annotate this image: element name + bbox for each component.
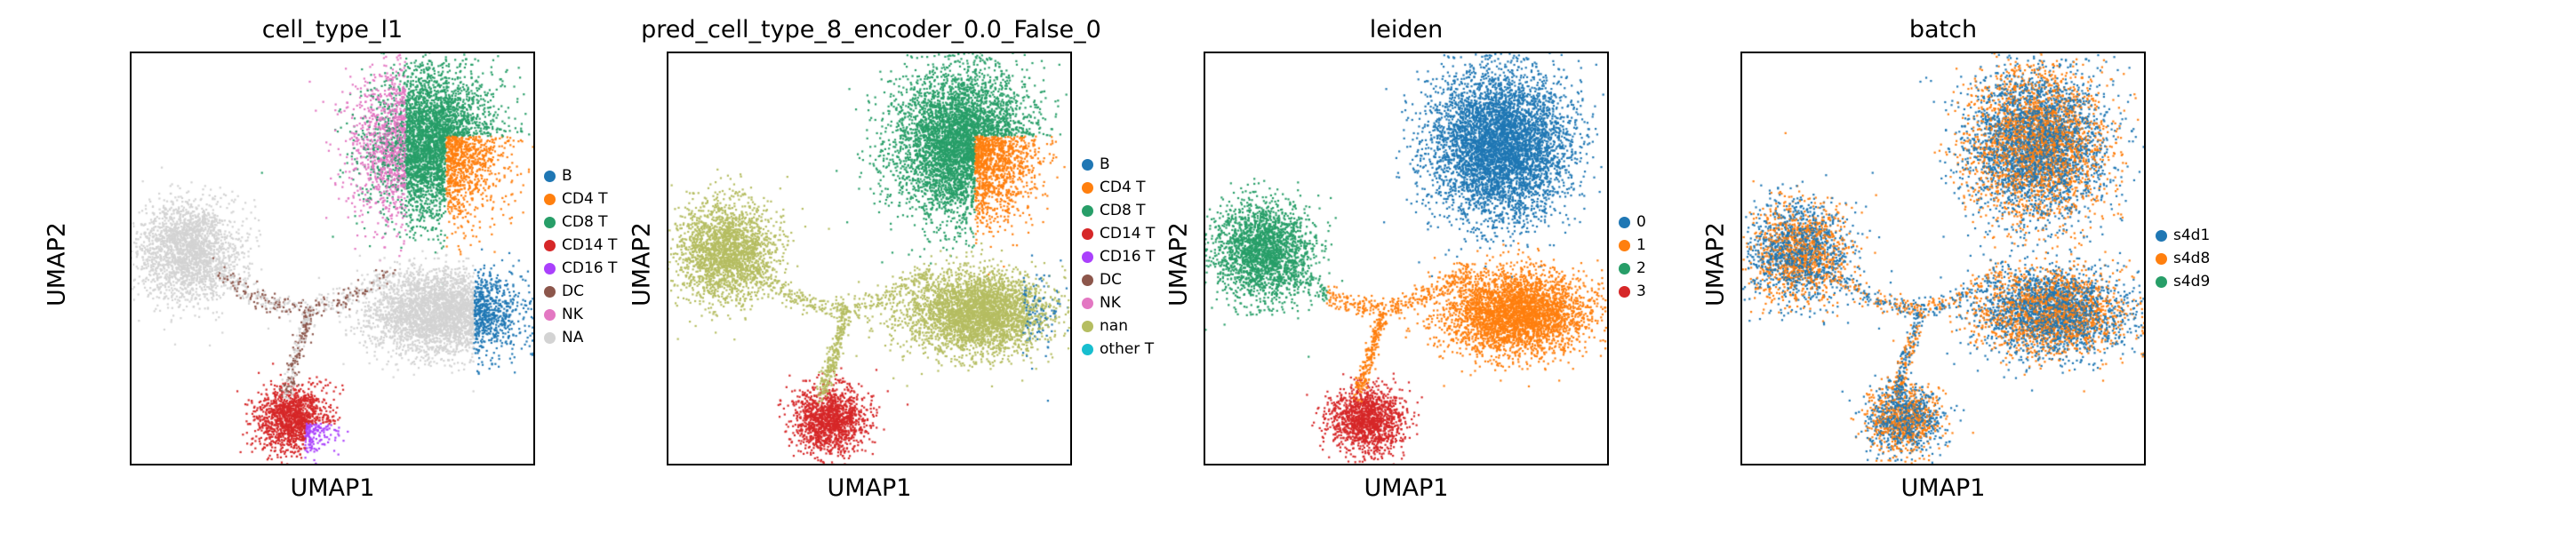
x-axis-label: UMAP1: [827, 474, 912, 502]
legend: B CD4 T CD8 T CD14 T CD16 T DC NK NA: [544, 164, 617, 349]
legend: s4d1 s4d8 s4d9: [2156, 224, 2210, 293]
legend-item: CD14 T: [1082, 222, 1155, 245]
scatter-plot-area: [130, 52, 535, 465]
panel-title: batch: [1908, 16, 1978, 44]
legend-label: NK: [1100, 294, 1121, 312]
scatter-points: [1205, 53, 1607, 464]
x-axis-label: UMAP1: [290, 474, 375, 502]
y-axis-label: UMAP2: [1164, 222, 1193, 306]
legend-marker: [544, 216, 556, 228]
legend-label: NA: [562, 329, 584, 346]
legend-marker: [1619, 216, 1630, 228]
legend-label: CD4 T: [1100, 179, 1146, 196]
y-axis-label: UMAP2: [43, 222, 71, 306]
legend-marker: [2156, 229, 2167, 242]
legend-label: DC: [562, 282, 584, 300]
legend-marker: [544, 193, 556, 205]
legend-marker: [544, 285, 556, 298]
legend-item: 3: [1619, 280, 1646, 303]
legend-item: CD14 T: [544, 234, 617, 257]
legend-marker: [1082, 204, 1093, 217]
scatter-points: [668, 53, 1070, 464]
legend-item: B: [1082, 153, 1155, 176]
scatter-plot-area: [1204, 52, 1609, 465]
legend-marker: [1619, 262, 1630, 274]
legend-label: NK: [562, 306, 583, 323]
x-axis-label: UMAP1: [1900, 474, 1986, 502]
legend-item: DC: [544, 280, 617, 303]
legend-marker: [1082, 297, 1093, 309]
panel-title: leiden: [1369, 16, 1444, 44]
legend-label: nan: [1100, 317, 1128, 335]
legend-marker: [544, 308, 556, 321]
legend-marker: [1082, 251, 1093, 263]
legend-marker: [1619, 239, 1630, 251]
legend-item: s4d8: [2156, 247, 2210, 270]
scatter-plot-area: [667, 52, 1072, 465]
legend-item: B: [544, 164, 617, 187]
panel-title: cell_type_l1: [261, 16, 404, 44]
legend-label: 2: [1636, 259, 1646, 277]
legend-item: other T: [1082, 338, 1155, 361]
legend-marker: [1619, 285, 1630, 298]
legend-marker: [544, 239, 556, 251]
legend-marker: [1082, 227, 1093, 240]
legend-label: 3: [1636, 282, 1646, 300]
legend-item: NK: [544, 303, 617, 326]
legend-item: s4d9: [2156, 270, 2210, 293]
y-axis-label: UMAP2: [1701, 222, 1730, 306]
legend-marker: [1082, 343, 1093, 355]
legend-label: B: [562, 167, 572, 185]
legend-marker: [2156, 252, 2167, 265]
legend-label: DC: [1100, 271, 1122, 289]
legend-marker: [544, 170, 556, 182]
legend-item: DC: [1082, 268, 1155, 291]
legend-label: B: [1100, 155, 1110, 173]
scatter-points: [132, 53, 533, 464]
legend-marker: [1082, 320, 1093, 332]
legend-marker: [1082, 181, 1093, 194]
legend-item: 1: [1619, 234, 1646, 257]
legend-label: CD16 T: [1100, 248, 1156, 266]
legend-label: CD8 T: [1100, 202, 1146, 219]
legend-marker: [2156, 275, 2167, 288]
y-axis-label: UMAP2: [628, 222, 656, 306]
legend-item: CD16 T: [544, 257, 617, 280]
legend-label: 1: [1636, 236, 1646, 254]
legend-item: nan: [1082, 314, 1155, 338]
legend: B CD4 T CD8 T CD14 T CD16 T DC NK nan other T: [1082, 153, 1155, 361]
legend-item: CD8 T: [1082, 199, 1155, 222]
legend-label: s4d8: [2173, 250, 2211, 267]
legend-marker: [544, 331, 556, 344]
legend-item: NK: [1082, 291, 1155, 314]
legend-marker: [1082, 158, 1093, 171]
legend-item: NA: [544, 326, 617, 349]
legend-label: 0: [1636, 213, 1646, 231]
legend-item: 0: [1619, 211, 1646, 234]
legend-item: s4d1: [2156, 224, 2210, 247]
legend-label: s4d1: [2173, 227, 2211, 244]
legend-label: CD16 T: [562, 259, 618, 277]
legend-item: 2: [1619, 257, 1646, 280]
legend-item: CD8 T: [544, 211, 617, 234]
scatter-plot-area: [1740, 52, 2146, 465]
legend: 0 1 2 3: [1619, 211, 1646, 303]
legend-label: CD14 T: [562, 236, 618, 254]
x-axis-label: UMAP1: [1364, 474, 1449, 502]
legend-label: CD14 T: [1100, 225, 1156, 243]
legend-label: s4d9: [2173, 273, 2211, 290]
panel-title: pred_cell_type_8_encoder_0.0_False_0: [641, 16, 1101, 44]
legend-item: CD4 T: [544, 187, 617, 211]
legend-label: other T: [1100, 340, 1155, 358]
legend-label: CD4 T: [562, 190, 608, 208]
legend-marker: [544, 262, 556, 274]
scatter-points: [1742, 53, 2144, 464]
legend-marker: [1082, 274, 1093, 286]
legend-label: CD8 T: [562, 213, 608, 231]
legend-item: CD4 T: [1082, 176, 1155, 199]
legend-item: CD16 T: [1082, 245, 1155, 268]
